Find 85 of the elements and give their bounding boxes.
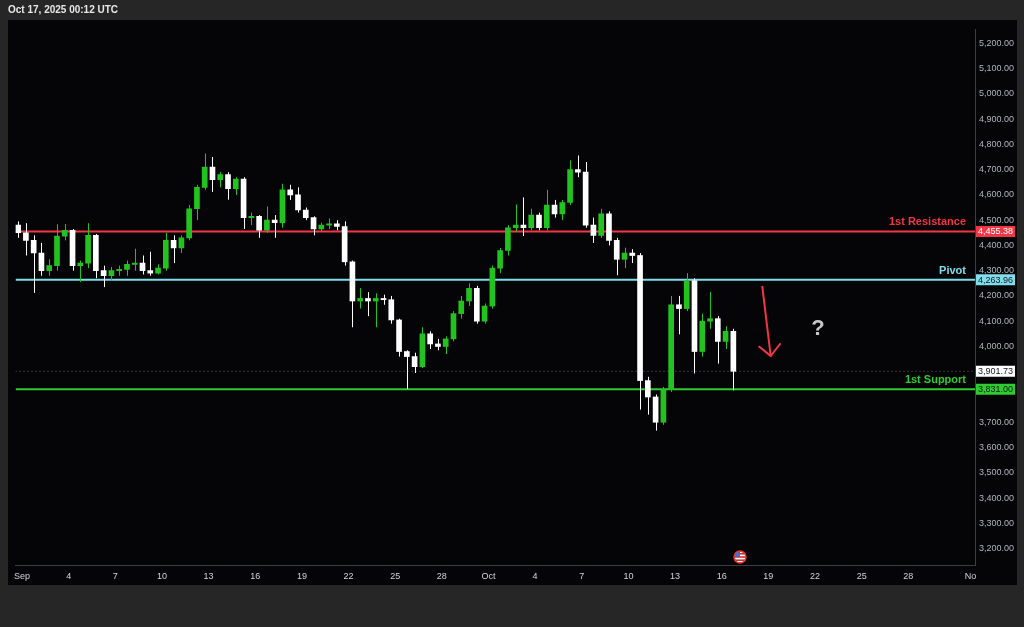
candlestick [645,376,651,416]
y-tick-label: 5,100.00 [979,63,1015,74]
candlestick [131,248,138,272]
candlestick [23,222,29,257]
candlestick [613,237,620,276]
x-tick-label: 10 [623,570,634,581]
y-tick-label: 3,600.00 [979,442,1015,453]
candlestick [714,315,721,365]
candlestick [676,295,682,335]
candlestick [411,352,418,374]
candlestick [77,260,84,283]
x-tick-label: 28 [436,570,447,581]
candlestick [256,214,262,239]
ref-line-label: Pivot [939,263,967,276]
y-tick-label: 4,800.00 [979,138,1015,149]
candlestick [722,325,729,350]
x-tick-label: No [964,570,977,581]
text: 4,263.96 [977,274,1014,285]
chart-title: Oct 17, 2025 00:12 UTC [8,4,119,16]
y-tick-label: 4,600.00 [979,189,1015,200]
x-tick-label: 4 [532,570,538,581]
candlestick [575,154,581,178]
x-tick-label: 16 [250,570,261,581]
candlestick [497,247,503,274]
text: 4,455.38 [977,226,1014,237]
candlestick [528,208,535,231]
y-tick-label: 3,700.00 [979,416,1015,427]
x-tick-label: 28 [903,570,914,581]
y-tick-label: 4,000.00 [979,340,1015,351]
x-tick-label: 7 [579,570,585,581]
y-tick-label: 3,500.00 [979,467,1015,478]
y-tick-label: 5,200.00 [979,37,1015,48]
x-tick-label: Oct [481,570,496,581]
candlestick [404,349,410,390]
candlestick [194,184,200,221]
candlestick [365,291,371,317]
x-tick-label: 4 [66,570,72,581]
candlestick [100,265,107,288]
y-tick-label: 4,100.00 [979,315,1015,326]
candlestick [357,287,364,310]
x-tick-label: 19 [296,570,307,581]
x-tick-label: 7 [112,570,118,581]
candlestick [372,292,379,328]
y-tick-label: 5,000.00 [979,88,1015,99]
candlestick [147,251,154,277]
candlestick [621,247,628,269]
x-tick-label: Sep [14,570,31,581]
ref-line-label: 1st Support [904,373,967,386]
candlestick [201,152,208,191]
candlestick [225,171,231,201]
y-tick-label: 4,700.00 [979,164,1015,175]
candlestick [295,186,301,214]
candlestick [466,282,472,307]
x-tick-label: 13 [203,570,214,581]
y-tick-label: 4,300.00 [979,265,1015,276]
candlestick [505,224,511,257]
y-tick-label: 3,200.00 [979,543,1015,554]
candlestick [598,208,605,239]
candlestick [590,217,597,244]
y-tick-label: 3,300.00 [979,517,1015,528]
candlestick [264,206,270,234]
x-tick-label: 25 [856,570,867,581]
x-tick-label: 13 [670,570,681,581]
candlestick [559,199,566,221]
y-tick-label: 4,400.00 [979,239,1015,250]
y-tick-label: 4,900.00 [979,113,1015,124]
candlestick [271,214,278,239]
x-tick-label: 19 [763,570,774,581]
y-tick-label: 3,400.00 [979,492,1015,503]
text: 3,831.00 [977,384,1014,395]
y-tick-label: 4,200.00 [979,290,1015,301]
annotation: ? [811,315,825,341]
text: 3,901.73 [977,366,1014,377]
x-tick-label: 22 [809,570,820,581]
ref-line-label: 1st Resistance [888,215,966,228]
candlestick [707,291,713,330]
candlestick [458,295,465,320]
candlestick [388,295,395,325]
x-tick-label: 22 [343,570,354,581]
candlestick [512,203,519,233]
x-tick-label: 10 [156,570,167,581]
candlestick [543,189,550,231]
y-tick-label: 4,500.00 [979,214,1015,225]
x-tick-label: 16 [716,570,727,581]
x-tick-label: 25 [390,570,401,581]
